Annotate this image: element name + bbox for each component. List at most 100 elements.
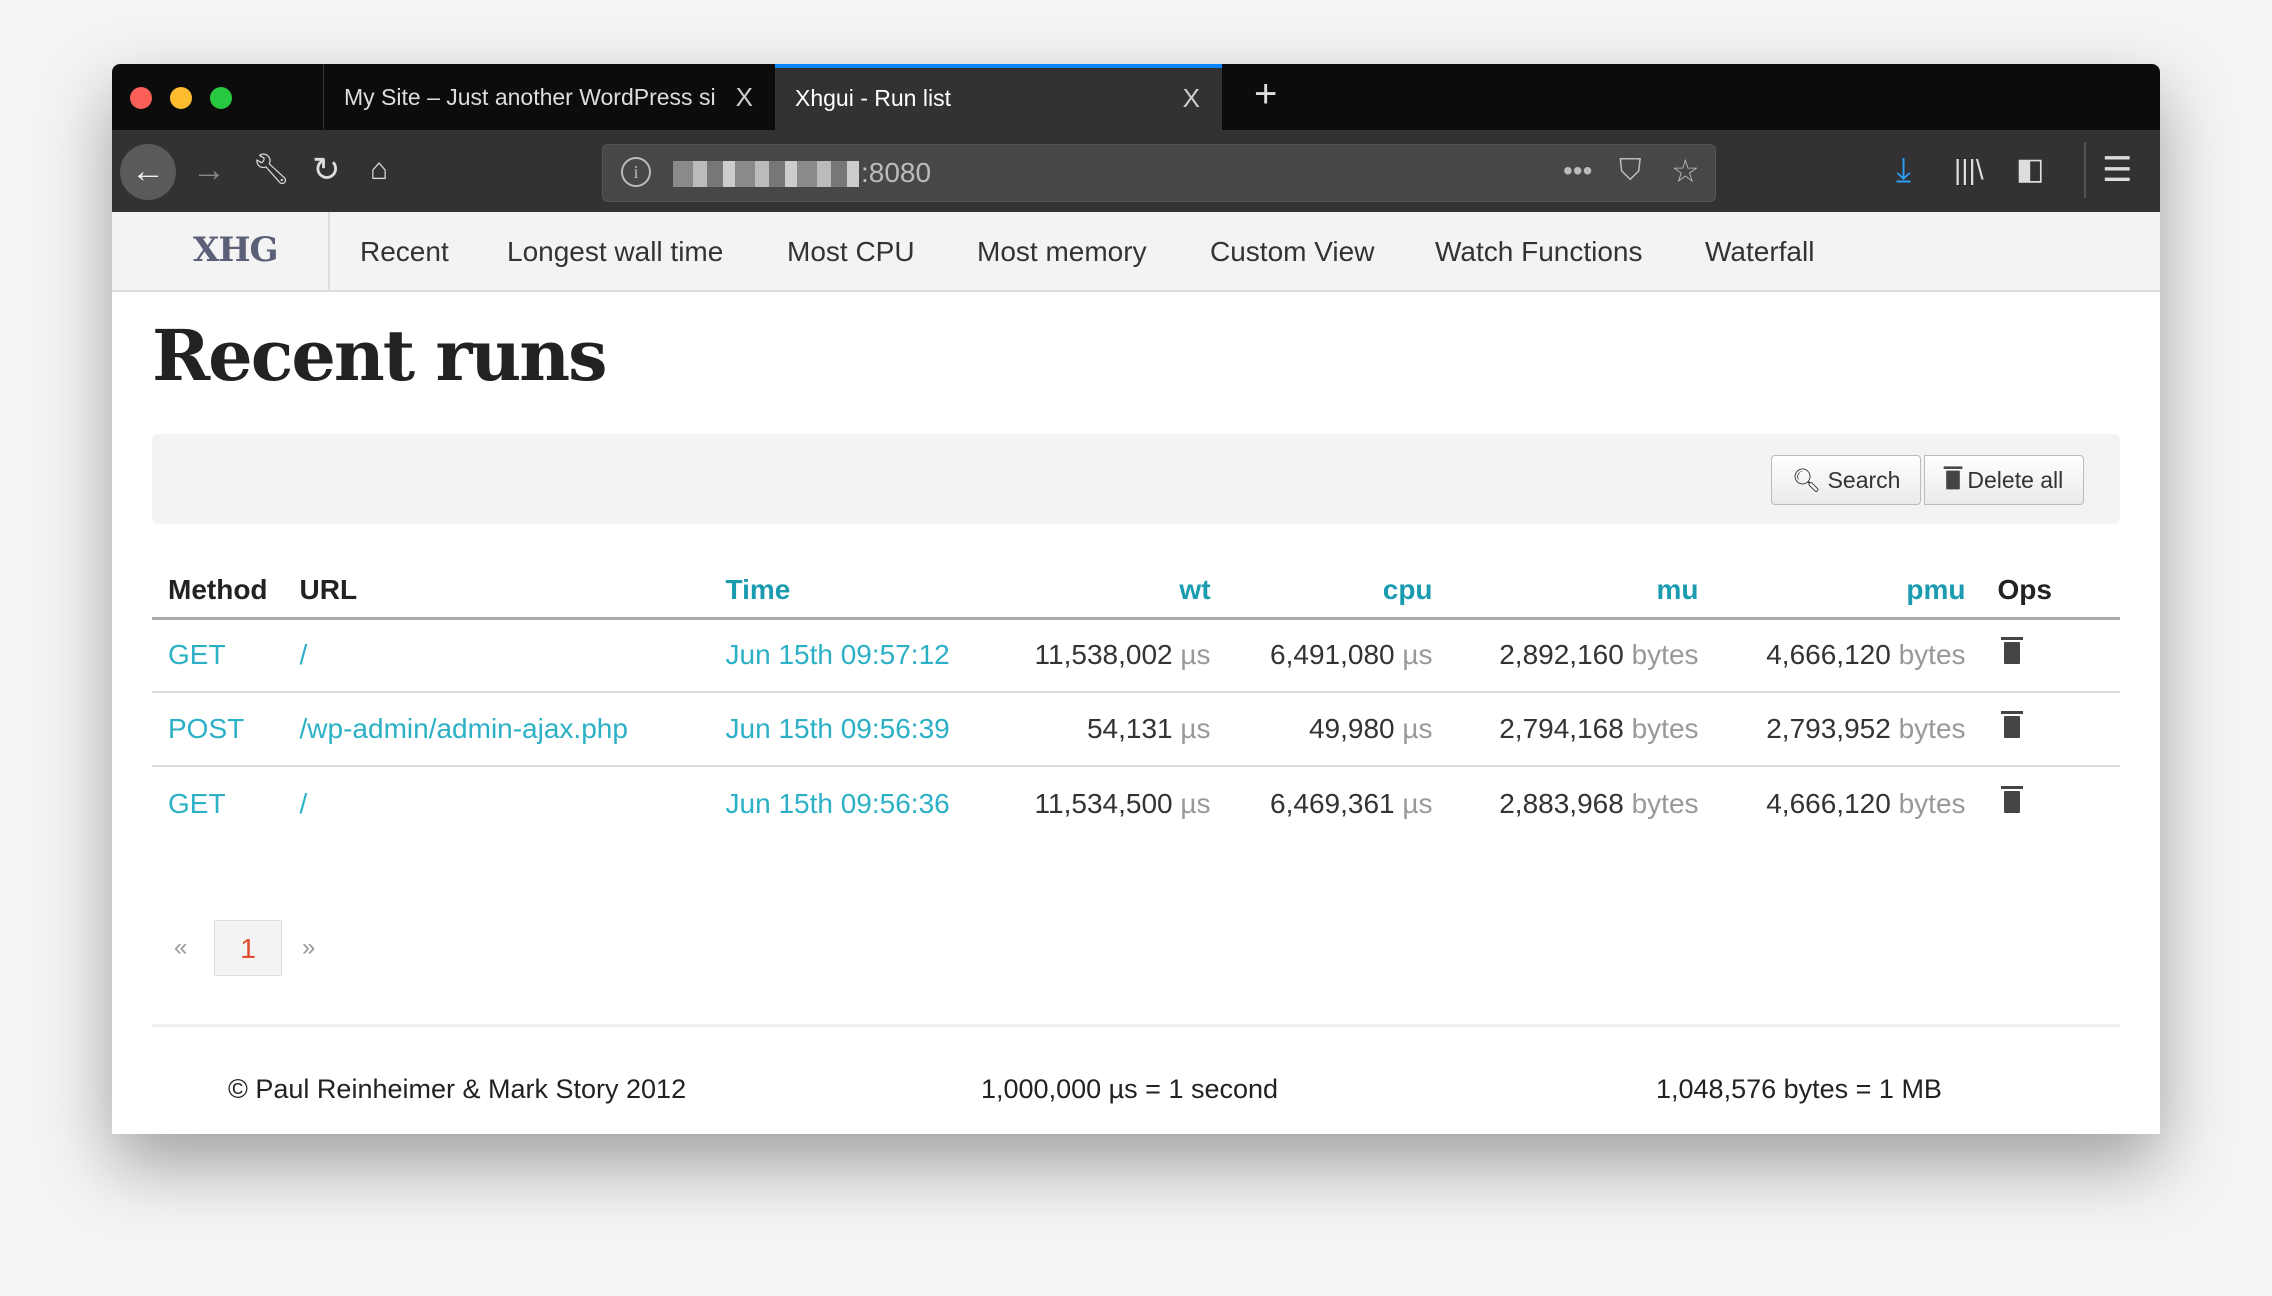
browser-toolbar: ← → 🔧︎ ↻ ⌂ i :8080 ••• ⛉ ☆ ⤓ |||\ ◧ ☰ — [112, 130, 2160, 212]
wt-value: 11,534,500 — [1034, 787, 1173, 819]
close-window-button[interactable] — [130, 87, 152, 109]
nav-custom-view[interactable]: Custom View — [1210, 236, 1375, 267]
method-link[interactable]: POST — [168, 713, 245, 744]
close-tab-icon[interactable]: X — [735, 82, 753, 112]
more-icon[interactable]: ••• — [1563, 155, 1593, 186]
nav-waterfall[interactable]: Waterfall — [1705, 236, 1815, 267]
cell-url: / — [283, 618, 710, 693]
cell-url: / — [284, 766, 710, 840]
delete-run-icon[interactable] — [2000, 785, 2023, 813]
mu-value: 2,892,160 — [1499, 639, 1624, 671]
actions-well: 🔍︎ Search Delete all — [152, 434, 2120, 524]
cell-mu: 2,892,160 bytes — [1448, 618, 1715, 693]
cell-pmu: 4,666,120 bytes — [1715, 766, 1982, 840]
method-link[interactable]: GET — [168, 787, 226, 819]
brand-logo[interactable]: XHG — [193, 230, 279, 270]
info-icon[interactable]: i — [621, 157, 651, 187]
cell-ops — [1981, 618, 2120, 693]
cell-method: GET — [152, 618, 284, 693]
mu-value: 2,794,168 — [1499, 713, 1624, 744]
unit-label: bytes — [1631, 639, 1699, 671]
sidebar-icon[interactable]: ◧ — [2016, 153, 2045, 186]
forward-button[interactable]: → — [192, 151, 226, 189]
cpu-value: 49,980 — [1308, 713, 1395, 744]
nav-longest-wall-time[interactable]: Longest wall time — [507, 236, 724, 267]
footer-copyright: © Paul Reinheimer & Mark Story 2012 — [228, 1074, 687, 1104]
cell-wt: 11,534,500 µs — [970, 766, 1227, 840]
delete-run-icon[interactable] — [2000, 711, 2023, 738]
wrench-icon[interactable]: 🔧︎ — [252, 153, 291, 186]
pagination-prev[interactable]: « — [174, 934, 188, 961]
menu-icon[interactable]: ☰ — [2102, 151, 2133, 189]
footer-divider — [152, 1024, 2120, 1027]
cell-time: Jun 15th 09:56:36 — [710, 766, 970, 840]
header-pmu[interactable]: pmu — [1714, 564, 1982, 620]
unit-label: µs — [1402, 713, 1433, 744]
back-button[interactable]: ← — [120, 144, 176, 200]
url-link[interactable]: /wp-admin/admin-ajax.php — [299, 713, 628, 744]
cell-wt: 54,131 µs — [969, 692, 1227, 767]
footer-mem-note: 1,048,576 bytes = 1 MB — [1656, 1074, 1942, 1104]
cell-time: Jun 15th 09:57:12 — [709, 618, 970, 693]
pmu-value: 2,793,952 — [1766, 713, 1891, 744]
nav-most-memory[interactable]: Most memory — [977, 236, 1147, 267]
url-link[interactable]: / — [299, 639, 308, 671]
nav-watch-functions[interactable]: Watch Functions — [1435, 236, 1643, 267]
run-time-link[interactable]: Jun 15th 09:56:39 — [725, 713, 950, 744]
delete-all-label: Delete all — [1967, 467, 2064, 493]
toolbar-divider — [2084, 142, 2086, 198]
search-button[interactable]: 🔍︎ Search — [1771, 455, 1922, 505]
url-link[interactable]: / — [299, 787, 308, 819]
tab-my-site[interactable]: My Site – Just another WordPress si X — [323, 64, 775, 130]
app-navbar: XHG Recent Longest wall time Most CPU Mo… — [112, 212, 2160, 292]
run-time-link[interactable]: Jun 15th 09:56:36 — [725, 787, 950, 819]
download-icon[interactable]: ⤓ — [1896, 151, 1912, 189]
url-port: :8080 — [861, 157, 932, 188]
nav-recent[interactable]: Recent — [360, 236, 449, 267]
footer-time-note: 1,000,000 µs = 1 second — [981, 1074, 1279, 1104]
cell-cpu: 6,491,080 µs — [1226, 618, 1449, 693]
header-ops: Ops — [1981, 564, 2120, 620]
close-tab-icon[interactable]: X — [1182, 83, 1200, 113]
header-url: URL — [283, 564, 710, 620]
header-cpu[interactable]: cpu — [1226, 564, 1449, 620]
delete-all-button[interactable]: Delete all — [1924, 455, 2085, 505]
pagination-page-1[interactable]: 1 — [214, 920, 282, 976]
search-icon: 🔍︎ — [1792, 467, 1822, 493]
tab-xhgui[interactable]: Xhgui - Run list X — [775, 64, 1222, 130]
cell-url: /wp-admin/admin-ajax.php — [283, 692, 710, 767]
wt-value: 54,131 — [1086, 713, 1173, 744]
pagination-next[interactable]: » — [302, 934, 316, 961]
cell-time: Jun 15th 09:56:39 — [709, 692, 970, 767]
address-bar[interactable]: i :8080 ••• ⛉ ☆ — [602, 144, 1716, 202]
header-mu[interactable]: mu — [1448, 564, 1715, 620]
search-label: Search — [1827, 467, 1901, 493]
unit-label: bytes — [1898, 787, 1966, 819]
maximize-window-button[interactable] — [210, 87, 232, 109]
cell-method: POST — [152, 692, 284, 767]
library-icon[interactable]: |||\ — [1954, 154, 1984, 185]
table-header-row: Method URL Time wt cpu mu pmu Ops — [152, 564, 2120, 620]
unit-label: µs — [1180, 713, 1211, 744]
header-time[interactable]: Time — [709, 564, 970, 620]
cell-mu: 2,883,968 bytes — [1449, 766, 1715, 840]
home-button[interactable]: ⌂ — [370, 153, 389, 186]
pocket-icon[interactable]: ⛉ — [1619, 154, 1642, 187]
nav-most-cpu[interactable]: Most CPU — [787, 236, 915, 267]
unit-label: µs — [1402, 787, 1433, 819]
reload-button[interactable]: ↻ — [312, 151, 341, 189]
method-link[interactable]: GET — [168, 639, 226, 671]
nav-divider — [328, 212, 330, 292]
bookmark-star-icon[interactable]: ☆ — [1671, 153, 1700, 189]
unit-label: µs — [1180, 639, 1211, 671]
pmu-value: 4,666,120 — [1766, 639, 1891, 671]
unit-label: bytes — [1631, 713, 1699, 744]
tab-title: Xhgui - Run list — [795, 85, 951, 111]
trash-icon — [1943, 466, 1963, 490]
header-wt[interactable]: wt — [969, 564, 1227, 620]
table-row: GET / Jun 15th 09:56:36 11,534,500 µs 6,469,… — [152, 766, 2120, 840]
minimize-window-button[interactable] — [170, 87, 192, 109]
run-time-link[interactable]: Jun 15th 09:57:12 — [725, 639, 950, 671]
delete-run-icon[interactable] — [2000, 637, 2023, 665]
new-tab-button[interactable]: + — [1254, 72, 1278, 116]
